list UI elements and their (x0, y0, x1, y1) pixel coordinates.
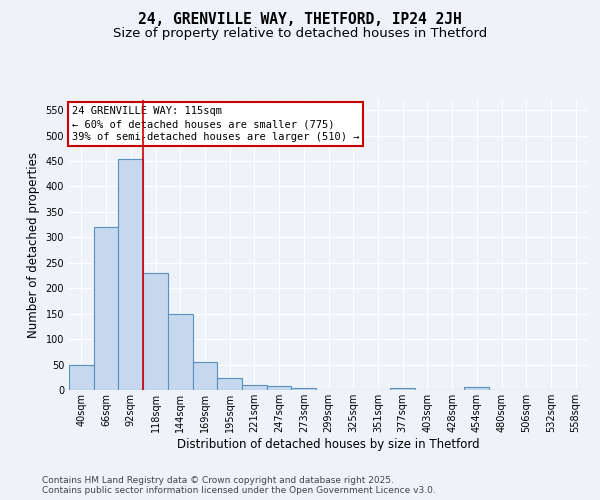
Bar (69, 364, 94, 390)
X-axis label: Distribution of detached houses by size in Thetford: Distribution of detached houses by size … (177, 438, 480, 450)
Text: 24, GRENVILLE WAY, THETFORD, IP24 2JH: 24, GRENVILLE WAY, THETFORD, IP24 2JH (138, 12, 462, 28)
Text: Contains HM Land Registry data © Crown copyright and database right 2025.
Contai: Contains HM Land Registry data © Crown c… (42, 476, 436, 495)
Y-axis label: Number of detached properties: Number of detached properties (27, 152, 40, 338)
Text: 24 GRENVILLE WAY: 115sqm
← 60% of detached houses are smaller (775)
39% of semi-: 24 GRENVILLE WAY: 115sqm ← 60% of detach… (71, 106, 359, 142)
Bar (94, 227, 118, 390)
Bar (193, 362, 217, 390)
Bar (217, 378, 242, 390)
Bar (242, 385, 267, 390)
Text: Size of property relative to detached houses in Thetford: Size of property relative to detached ho… (113, 28, 487, 40)
Bar (118, 158, 143, 390)
Bar (168, 314, 193, 390)
Bar (390, 388, 415, 390)
Bar (143, 273, 168, 390)
Bar (267, 386, 292, 390)
Bar (292, 388, 316, 390)
Bar (464, 388, 489, 390)
